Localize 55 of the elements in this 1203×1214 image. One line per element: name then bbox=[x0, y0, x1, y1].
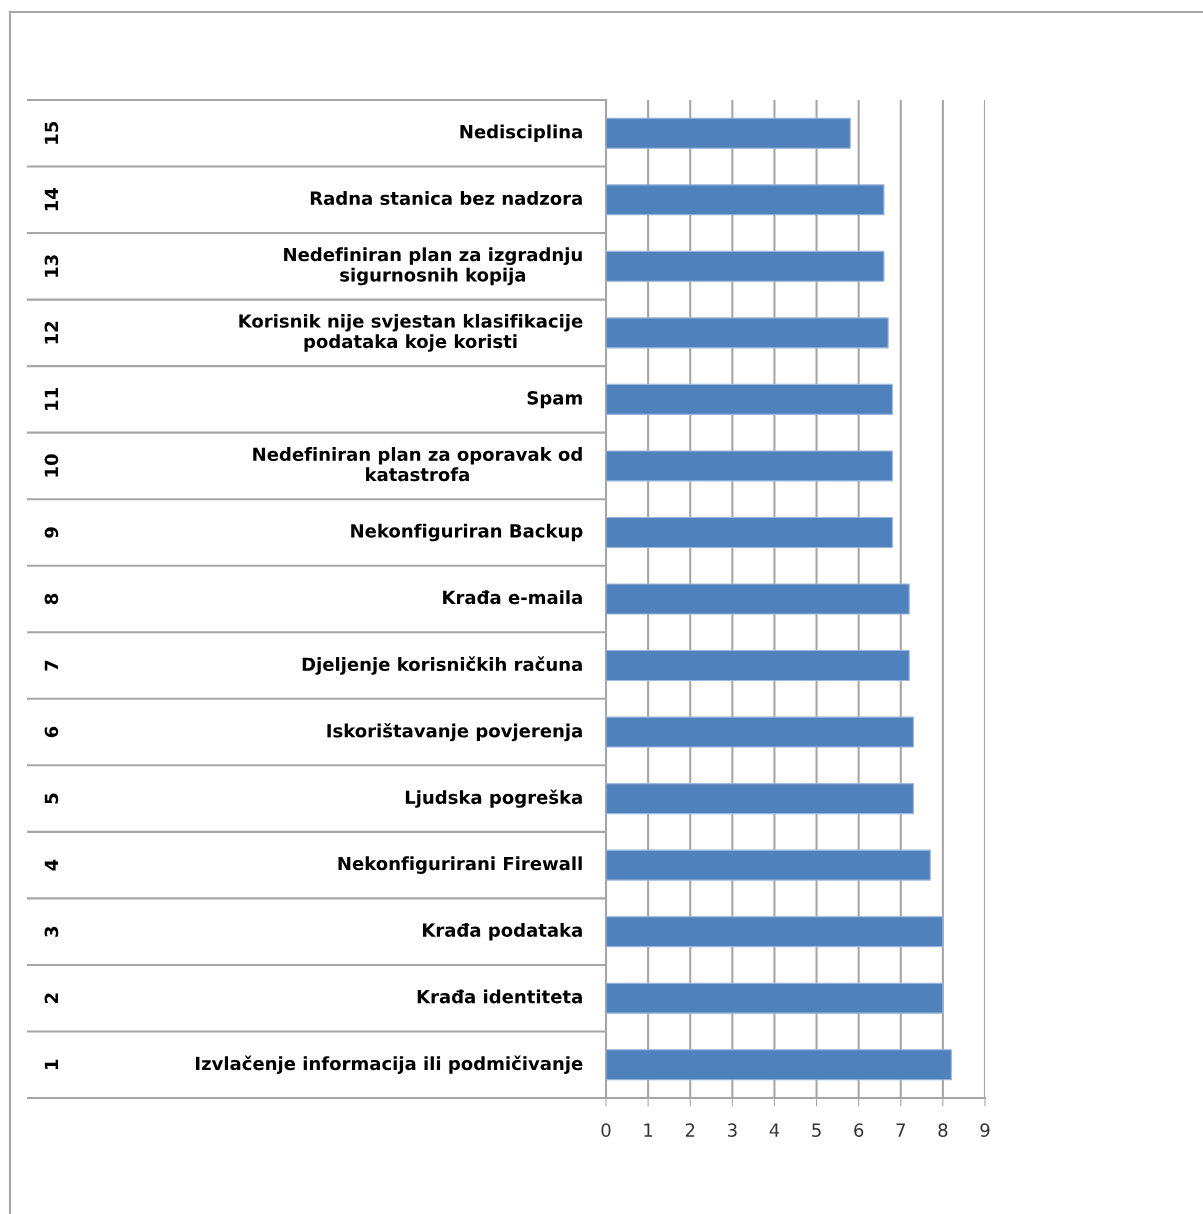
text: 11 bbox=[44, 388, 58, 410]
text: 12 bbox=[44, 321, 58, 344]
y-tick-label: Krađa e-maila bbox=[443, 590, 582, 605]
text: 10 bbox=[44, 454, 59, 477]
bar bbox=[606, 916, 944, 948]
text: 13 bbox=[44, 255, 59, 277]
y-tick-label: Nekonfigurirani Firewall bbox=[338, 856, 582, 874]
bar bbox=[606, 450, 893, 482]
x-tick-label: 4 bbox=[769, 1123, 780, 1137]
x-tick-label: 1 bbox=[644, 1123, 653, 1137]
y-tick-label: Nekonfiguriran Backup bbox=[351, 523, 583, 542]
x-tick-label: 7 bbox=[896, 1123, 905, 1137]
bar bbox=[606, 317, 889, 349]
y-tick-label: Krađa identiteta bbox=[417, 989, 582, 1004]
y-tick-label: Korisnik nije svjestan klasifikacije podataka koje koristi bbox=[239, 313, 583, 352]
text: 15 bbox=[44, 121, 59, 144]
x-tick-label: 2 bbox=[685, 1123, 695, 1137]
bar bbox=[606, 250, 885, 282]
y-tick-label: Radna stanica bez nadzora bbox=[310, 191, 582, 206]
bar bbox=[606, 1049, 952, 1081]
y-tick-label: Djeljenje korisničkih računa bbox=[302, 656, 582, 675]
x-tick-label: 0 bbox=[601, 1123, 611, 1137]
bar bbox=[606, 583, 910, 615]
bar bbox=[606, 516, 893, 548]
bar bbox=[606, 783, 914, 815]
y-tick-label: Nedefiniran plan za oporavak od katastrofa bbox=[253, 447, 582, 482]
y-tick-label: Iskorištavanje povjerenja bbox=[327, 722, 582, 742]
y-tick-label: Nedisciplina bbox=[460, 124, 582, 142]
text: 8 bbox=[44, 593, 59, 605]
text: 14 bbox=[44, 188, 58, 211]
text: 5 bbox=[44, 793, 59, 804]
bar bbox=[606, 383, 893, 415]
y-tick-label: Krađa podataka bbox=[423, 922, 582, 941]
y-tick-label: Spam bbox=[527, 390, 582, 409]
x-tick-label: 3 bbox=[727, 1123, 737, 1137]
y-tick-label: Nedefiniran plan za izgradnju sigurnosnih kopija bbox=[284, 247, 582, 286]
x-tick-label: 9 bbox=[980, 1123, 990, 1137]
bar bbox=[606, 716, 914, 748]
text: 7 bbox=[44, 660, 58, 671]
x-tick-label: 8 bbox=[938, 1123, 948, 1137]
x-tick-label: 5 bbox=[812, 1123, 821, 1137]
bar bbox=[606, 650, 910, 682]
y-tick-label: Ljudska pogreška bbox=[405, 789, 582, 808]
text: 6 bbox=[44, 726, 59, 738]
bar bbox=[606, 982, 944, 1014]
bar bbox=[606, 117, 851, 149]
x-tick-label: 6 bbox=[854, 1123, 864, 1137]
y-tick-label: Izvlačenje informacija ili podmičivanje bbox=[196, 1055, 583, 1074]
text: 3 bbox=[44, 926, 59, 937]
text: 9 bbox=[44, 527, 59, 538]
text: 4 bbox=[44, 859, 58, 871]
bar bbox=[606, 849, 931, 881]
bar bbox=[606, 184, 885, 216]
text: 2 bbox=[44, 993, 58, 1004]
text: 1 bbox=[44, 1059, 58, 1069]
